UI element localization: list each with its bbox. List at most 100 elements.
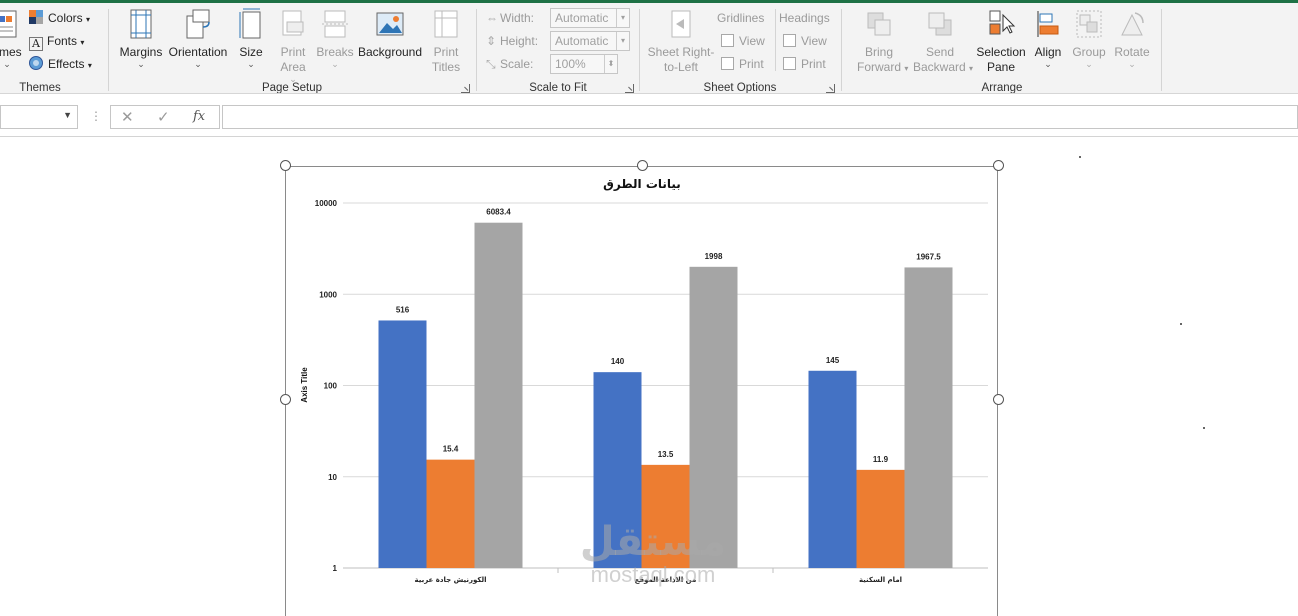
themes-label: emes — [0, 45, 22, 59]
chevron-down-icon: ▾ — [616, 9, 629, 27]
print-area-icon — [278, 7, 308, 41]
orientation-label: Orientation — [168, 45, 228, 59]
orientation-button[interactable]: Orientation ⌄ — [166, 7, 230, 69]
enter-icon[interactable]: ✓ — [157, 109, 170, 126]
bar[interactable] — [689, 266, 738, 568]
width-label: Width: — [500, 11, 535, 25]
bar[interactable] — [378, 320, 427, 568]
bar[interactable] — [641, 464, 690, 568]
align-label: Align — [1034, 45, 1062, 59]
resize-handle-middle-right[interactable] — [993, 394, 1004, 405]
rotate-button[interactable]: Rotate ⌄ — [1113, 7, 1151, 69]
headings-view-checkbox[interactable]: View — [783, 31, 827, 51]
colors-button[interactable]: Colors ▾ — [29, 8, 90, 28]
cancel-icon[interactable]: ✕ — [121, 109, 134, 126]
sheet-rtl-label: Sheet Right- — [647, 45, 715, 59]
y-axis-title[interactable]: Axis Title — [300, 367, 309, 403]
print-titles-button[interactable]: Print Titles — [428, 7, 464, 75]
size-icon — [236, 7, 266, 41]
spinner-icon: ⬍ — [604, 55, 617, 73]
scale-to-fit-launcher-icon[interactable] — [625, 84, 634, 93]
formula-bar-splitter[interactable]: ⋮ — [90, 109, 102, 123]
height-select[interactable]: Automatic ▾ — [550, 31, 630, 51]
sheet-rtl-label-2: to-Left — [663, 60, 699, 74]
send-backward-icon — [925, 7, 955, 41]
chevron-down-icon: ▾ — [80, 38, 85, 47]
bar-data-label: 6083.4 — [486, 208, 511, 217]
bring-forward-button[interactable]: Bring Forward ▾ — [857, 7, 908, 76]
send-backward-button[interactable]: Send Backward ▾ — [913, 7, 973, 76]
bar-data-label: 145 — [826, 356, 840, 365]
inner-separator — [775, 9, 776, 71]
group-separator — [639, 9, 640, 91]
group-label: Group — [1072, 45, 1106, 59]
bar[interactable] — [808, 370, 857, 568]
background-image-icon — [375, 7, 405, 41]
chevron-down-icon: ⌄ — [331, 59, 339, 69]
gridlines-view-checkbox[interactable]: View — [721, 31, 765, 51]
bar[interactable] — [856, 469, 905, 568]
insert-function-icon[interactable]: fx — [193, 109, 206, 124]
resize-handle-top-left[interactable] — [280, 160, 291, 171]
chevron-down-icon: ⌄ — [137, 59, 145, 69]
bar[interactable] — [593, 372, 642, 568]
chevron-down-icon: ▾ — [616, 32, 629, 50]
headings-print-label: Print — [801, 57, 826, 71]
align-icon — [1033, 7, 1063, 41]
fonts-button[interactable]: A Fonts ▾ — [29, 31, 84, 51]
headings-label: Headings — [779, 11, 830, 25]
chevron-down-icon: ⌄ — [289, 74, 297, 84]
colors-icon — [29, 10, 43, 24]
sheet-options-group: Sheet Right- to-Left Gridlines View Prin… — [641, 3, 839, 94]
print-area-button[interactable]: Print Area ⌄ — [276, 7, 310, 84]
orientation-icon — [183, 7, 213, 41]
width-select[interactable]: Automatic ▾ — [550, 8, 630, 28]
resize-handle-top-right[interactable] — [993, 160, 1004, 171]
themes-group: emes ⌄ Colors ▾ A Fonts ▾ Effects ▾ Theme… — [0, 3, 108, 94]
background-button[interactable]: Background — [356, 7, 424, 60]
scale-label: Scale: — [500, 57, 534, 71]
selection-pane-button[interactable]: Selection Pane — [973, 7, 1029, 75]
width-value: Automatic — [555, 11, 609, 25]
chevron-down-icon: ⌄ — [1128, 59, 1136, 69]
y-tick-label: 100 — [324, 382, 338, 391]
margins-icon — [126, 7, 156, 41]
sheet-right-to-left-button[interactable]: Sheet Right- to-Left — [647, 7, 715, 75]
bar[interactable] — [474, 222, 523, 568]
width-label-row: ⇔ Width: — [486, 8, 534, 28]
scale-to-fit-group-label: Scale to Fit — [529, 82, 587, 94]
themes-button[interactable]: emes ⌄ — [0, 7, 22, 69]
checkbox-icon — [721, 57, 734, 70]
gridlines-label: Gridlines — [717, 11, 765, 25]
sheet-options-launcher-icon[interactable] — [826, 84, 835, 93]
effects-button[interactable]: Effects ▾ — [29, 54, 92, 74]
formula-input[interactable] — [222, 105, 1298, 129]
breaks-icon — [320, 7, 350, 41]
gridlines-print-label: Print — [739, 57, 764, 71]
chart-title[interactable]: بيانات الطرق — [603, 177, 681, 191]
headings-print-checkbox[interactable]: Print — [783, 54, 826, 74]
x-axis-labels: الكورنيش جادة عربية من الاذاعة الموقع امام… — [414, 576, 902, 584]
scale-stepper[interactable]: 100% ⬍ — [550, 54, 618, 74]
name-box[interactable]: ▼ — [0, 105, 78, 129]
page-setup-launcher-icon[interactable] — [461, 84, 470, 93]
themes-group-label: Themes — [19, 82, 61, 94]
group-button[interactable]: Group ⌄ — [1071, 7, 1107, 69]
scale-to-fit-group: ⇔ Width: Automatic ▾ ⇕ Height: Automatic ▾ ⤡… — [478, 3, 638, 94]
resize-handle-top-center[interactable] — [637, 160, 648, 171]
rotate-icon — [1117, 7, 1147, 41]
size-button[interactable]: Size ⌄ — [236, 7, 266, 69]
chevron-down-icon: ⌄ — [1085, 59, 1093, 69]
resize-handle-middle-left[interactable] — [280, 394, 291, 405]
gridlines-print-checkbox[interactable]: Print — [721, 54, 764, 74]
chart-object[interactable]: بيانات الطرق Axis Title 1 10 100 1000 10000 … — [285, 166, 998, 616]
align-button[interactable]: Align ⌄ — [1031, 7, 1065, 69]
margins-button[interactable]: Margins ⌄ — [118, 7, 164, 69]
bar[interactable] — [426, 459, 475, 568]
breaks-button[interactable]: Breaks ⌄ — [316, 7, 354, 69]
arrange-group-label: Arrange — [981, 82, 1023, 94]
x-category-label: الكورنيش جادة عربية — [414, 576, 486, 584]
sheet-options-group-label: Sheet Options — [703, 82, 777, 94]
bar[interactable] — [904, 267, 953, 568]
margins-label: Margins — [119, 45, 163, 59]
